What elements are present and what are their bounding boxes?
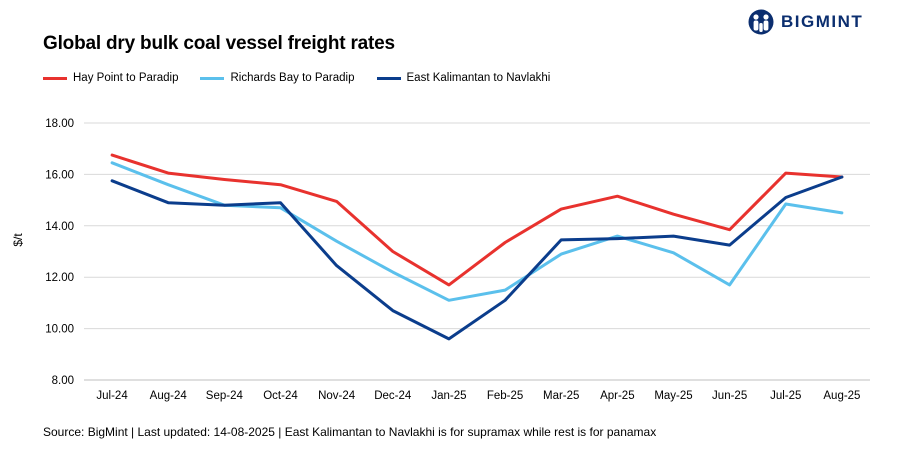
chart-series-lines — [110, 153, 844, 341]
source-note: Source: BigMint | Last updated: 14-08-20… — [43, 425, 657, 439]
x-tick-label: Jul-25 — [770, 390, 801, 402]
chart-title: Global dry bulk coal vessel freight rate… — [43, 33, 395, 54]
x-tick-label: Aug-25 — [823, 390, 860, 402]
legend-label-richards-bay: Richards Bay to Paradip — [230, 72, 355, 84]
legend-item-east-kalimantan: East Kalimantan to Navlakhi — [376, 72, 551, 84]
x-tick-label: Dec-24 — [374, 390, 412, 402]
y-tick-label: 18.00 — [45, 118, 74, 130]
chart-legend: Hay Point to Paradip Richards Bay to Par… — [43, 72, 572, 84]
x-tick-label: May-25 — [654, 390, 692, 402]
series-line-2 — [110, 175, 844, 341]
series-line-0 — [110, 153, 844, 287]
x-axis-ticks: Jul-24 Aug-24 Sep-24 Oct-24 Nov-24 Dec-24 Jan-… — [96, 390, 860, 402]
x-tick-label: Jan-25 — [431, 390, 466, 402]
bigmint-logo-text: BIGMINT — [781, 12, 864, 31]
y-tick-label: 14.00 — [45, 221, 74, 233]
legend-swatch-east-kalimantan — [376, 76, 401, 80]
y-axis-label: $/t — [11, 233, 25, 247]
x-tick-label: Oct-24 — [263, 390, 298, 402]
series-line-1 — [110, 161, 844, 302]
x-tick-label: Jun-25 — [712, 390, 747, 402]
x-tick-label: Sep-24 — [206, 390, 244, 402]
x-tick-label: Mar-25 — [543, 390, 579, 402]
x-tick-label: Apr-25 — [600, 390, 635, 402]
y-tick-label: 8.00 — [52, 375, 74, 387]
legend-label-hay-point: Hay Point to Paradip — [73, 72, 179, 84]
x-tick-label: Jul-24 — [96, 390, 128, 402]
legend-item-richards-bay: Richards Bay to Paradip — [200, 72, 355, 84]
legend-swatch-richards-bay — [200, 76, 225, 80]
y-tick-label: 10.00 — [45, 324, 74, 336]
bigmint-logo: BIGMINT — [747, 9, 863, 35]
bigmint-logo-icon — [748, 9, 774, 35]
y-tick-label: 16.00 — [45, 169, 74, 181]
y-axis-ticks: 8.00 10.00 12.00 14.00 16.00 18.00 — [45, 118, 74, 387]
x-tick-label: Nov-24 — [318, 390, 356, 402]
legend-swatch-hay-point — [43, 76, 67, 80]
x-tick-label: Aug-24 — [150, 390, 188, 402]
y-tick-label: 12.00 — [45, 272, 74, 284]
legend-item-hay-point: Hay Point to Paradip — [43, 72, 178, 84]
x-tick-label: Feb-25 — [487, 390, 523, 402]
legend-label-east-kalimantan: East Kalimantan to Navlakhi — [406, 72, 551, 84]
chart-gridlines — [84, 122, 870, 381]
